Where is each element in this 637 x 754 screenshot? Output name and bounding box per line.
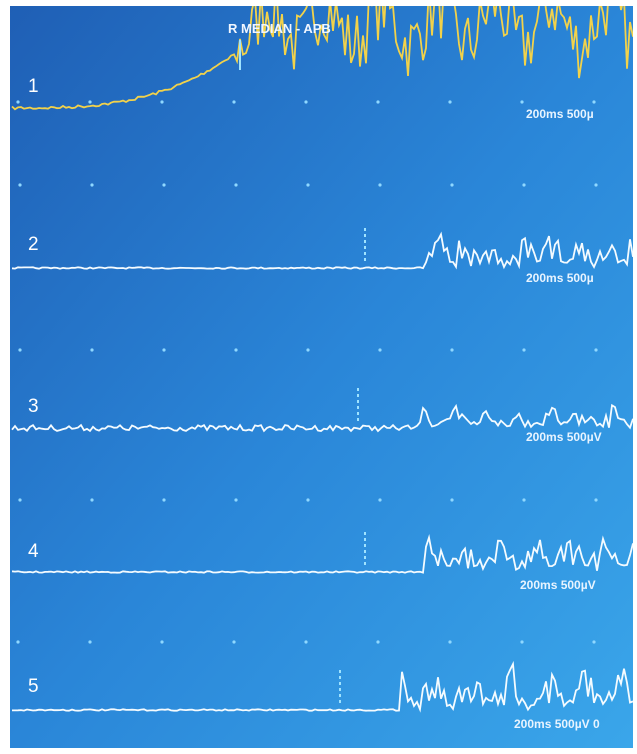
grid-dot [522,183,525,186]
grid-dot [378,498,381,501]
grid-dot [160,640,163,643]
grid-dot [16,640,19,643]
grid-dot [376,100,379,103]
scale-label: 200ms 500µV [520,578,596,592]
grid-dot [18,348,21,351]
grid-dot [522,348,525,351]
grid-dot [160,100,163,103]
grid-dot [594,498,597,501]
grid-dot [520,640,523,643]
grid-dot [450,183,453,186]
grid-dot [306,498,309,501]
grid-dot [594,183,597,186]
trace-label: 3 [28,396,39,417]
grid-dot [450,348,453,351]
grid-dot [16,100,19,103]
grid-dot [306,183,309,186]
grid-dot [520,100,523,103]
grid-dot [450,498,453,501]
trace-label: 2 [28,234,39,255]
grid-dot [448,640,451,643]
grid-dot [234,498,237,501]
scale-label: 200ms 500µ [526,107,594,121]
grid-dot [232,100,235,103]
grid-dot [90,498,93,501]
title: R MEDIAN - APB [228,21,331,36]
grid-dot [90,183,93,186]
grid-dot [18,498,21,501]
grid-dot [594,348,597,351]
trace-label: 5 [28,676,39,697]
grid-dot [162,183,165,186]
grid-dot [232,640,235,643]
grid-dot [162,498,165,501]
grid-dot [304,640,307,643]
grid-dot [378,183,381,186]
grid-dot [448,100,451,103]
grid-dot [306,348,309,351]
page: R MEDIAN - APB 1 200ms 500µ 2 200ms 500µ 3 20… [0,0,637,754]
scale-label: 200ms 500µV 0 [514,717,600,731]
scale-label: 200ms 500µ [526,271,594,285]
grid-dot [592,640,595,643]
grid-dot [90,348,93,351]
grid-dot [376,640,379,643]
grid-dot [234,348,237,351]
grid-dot [162,348,165,351]
grid-dot [88,100,91,103]
grid-dot [234,183,237,186]
grid-dot [88,640,91,643]
trace-label: 1 [28,76,39,97]
grid-dot [522,498,525,501]
grid-dot [592,100,595,103]
screen-photo: R MEDIAN - APB 1 200ms 500µ 2 200ms 500µ 3 20… [0,0,637,754]
trace-label: 4 [28,541,39,562]
grid-dot [304,100,307,103]
grid-dot [378,348,381,351]
scale-label: 200ms 500µV [526,430,602,444]
grid-dot [18,183,21,186]
